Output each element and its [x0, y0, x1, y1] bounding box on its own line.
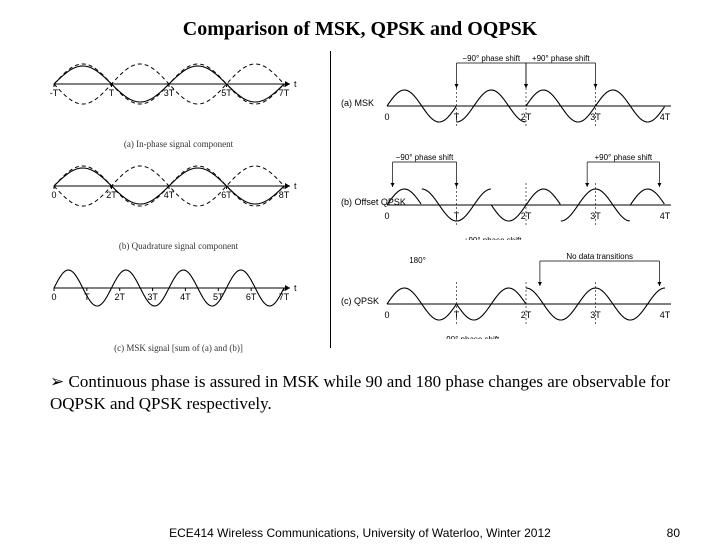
svg-text:2T: 2T	[520, 310, 531, 320]
svg-text:t: t	[294, 79, 297, 89]
svg-text:0: 0	[384, 112, 389, 122]
svg-text:7T: 7T	[278, 88, 289, 98]
figure-row: t-TT3T5T7T(a) In-phase signal componentt…	[0, 51, 720, 357]
svg-text:2T: 2T	[106, 190, 117, 200]
slide-footer: ECE414 Wireless Communications, Universi…	[0, 526, 720, 540]
svg-text:3T: 3T	[590, 112, 601, 122]
left-column: t-TT3T5T7T(a) In-phase signal componentt…	[34, 51, 324, 357]
svg-text:4T: 4T	[163, 190, 174, 200]
svg-text:(a) MSK: (a) MSK	[341, 98, 374, 108]
svg-text:8T: 8T	[278, 190, 289, 200]
waveform-svg: t -T T 3T 5T 7T	[34, 51, 304, 133]
svg-text:T: T	[453, 310, 459, 320]
svg-text:3T: 3T	[590, 211, 601, 221]
svg-text:−90° phase shift: −90° phase shift	[395, 153, 453, 162]
svg-text:5T: 5T	[221, 88, 232, 98]
left-caption-2: (c) MSK signal [sum of (a) and (b)]	[34, 343, 324, 353]
left-caption-1: (b) Quadrature signal component	[34, 241, 324, 251]
svg-text:2T: 2T	[520, 112, 531, 122]
svg-text:2T: 2T	[520, 211, 531, 221]
bullet-content: Continuous phase is assured in MSK while…	[50, 372, 670, 413]
svg-text:0: 0	[384, 211, 389, 221]
right-panel-2: (c) QPSK 0 T 2T 3T 4T No data transitions 180° −…	[337, 249, 687, 344]
left-caption-0: (a) In-phase signal component	[34, 139, 324, 149]
svg-text:+90° phase shift: +90° phase shift	[594, 153, 652, 162]
svg-text:6T: 6T	[245, 292, 256, 302]
svg-text:5T: 5T	[213, 292, 224, 302]
bullet-point: ➢ Continuous phase is assured in MSK whi…	[50, 371, 670, 415]
right-panel-0: (a) MSK 0 T 2T 3T 4T −90° phase shift +90° phas…	[337, 51, 687, 146]
svg-text:4T: 4T	[659, 112, 670, 122]
svg-text:7T: 7T	[278, 292, 289, 302]
page-number: 80	[667, 526, 680, 540]
left-panel-1: t 0 2T 4T 6T 8T (b) Quadrature signal componen…	[34, 153, 324, 251]
bullet-marker: ➢	[50, 372, 64, 391]
svg-text:+90° phase shift: +90° phase shift	[531, 54, 589, 63]
svg-text:−90° phase shift: −90° phase shift	[462, 54, 520, 63]
svg-text:(c) QPSK: (c) QPSK	[341, 296, 379, 306]
svg-text:T: T	[453, 112, 459, 122]
right-column: (a) MSK 0 T 2T 3T 4T −90° phase shift +90° phas…	[330, 51, 687, 348]
left-panel-2: t 0 T 2T 3T 4T 5T 6T 7T (c) MSK signal [sum of (a…	[34, 255, 324, 353]
waveform-svg: (b) Offset QPSK0T2T3T4T−90° phase shift+…	[337, 150, 677, 240]
svg-text:0: 0	[51, 292, 56, 302]
svg-text:No data transitions: No data transitions	[566, 252, 633, 261]
svg-text:t: t	[294, 181, 297, 191]
svg-text:0: 0	[384, 310, 389, 320]
svg-text:T: T	[453, 211, 459, 221]
svg-text:3T: 3T	[147, 292, 158, 302]
svg-text:-T: -T	[49, 88, 58, 98]
svg-text:6T: 6T	[221, 190, 232, 200]
svg-text:0: 0	[51, 190, 56, 200]
svg-text:T: T	[108, 88, 114, 98]
waveform-svg: (a) MSK 0 T 2T 3T 4T −90° phase shift +90° phas…	[337, 51, 677, 141]
svg-text:4T: 4T	[659, 310, 670, 320]
waveform-svg: t 0 T 2T 3T 4T 5T 6T 7T	[34, 255, 304, 337]
left-panel-0: t -T T 3T 5T 7T (a) In-phase signal component	[34, 51, 324, 149]
svg-text:2T: 2T	[114, 292, 125, 302]
waveform-svg: t 0 2T 4T 6T 8T	[34, 153, 304, 235]
svg-text:4T: 4T	[659, 211, 670, 221]
svg-text:4T: 4T	[180, 292, 191, 302]
svg-text:+90° phase shift: +90° phase shift	[463, 236, 521, 240]
svg-text:−90° phase shift: −90° phase shift	[441, 335, 499, 339]
svg-text:3T: 3T	[590, 310, 601, 320]
waveform-svg: (c) QPSK 0 T 2T 3T 4T No data transitions 180° −…	[337, 249, 677, 339]
slide-title: Comparison of MSK, QPSK and OQPSK	[0, 18, 720, 41]
footer-text: ECE414 Wireless Communications, Universi…	[0, 526, 720, 540]
svg-text:T: T	[84, 292, 90, 302]
svg-text:3T: 3T	[163, 88, 174, 98]
svg-text:t: t	[294, 283, 297, 293]
right-panel-1: (b) Offset QPSK0T2T3T4T−90° phase shift+…	[337, 150, 687, 245]
svg-text:180°: 180°	[409, 256, 426, 265]
